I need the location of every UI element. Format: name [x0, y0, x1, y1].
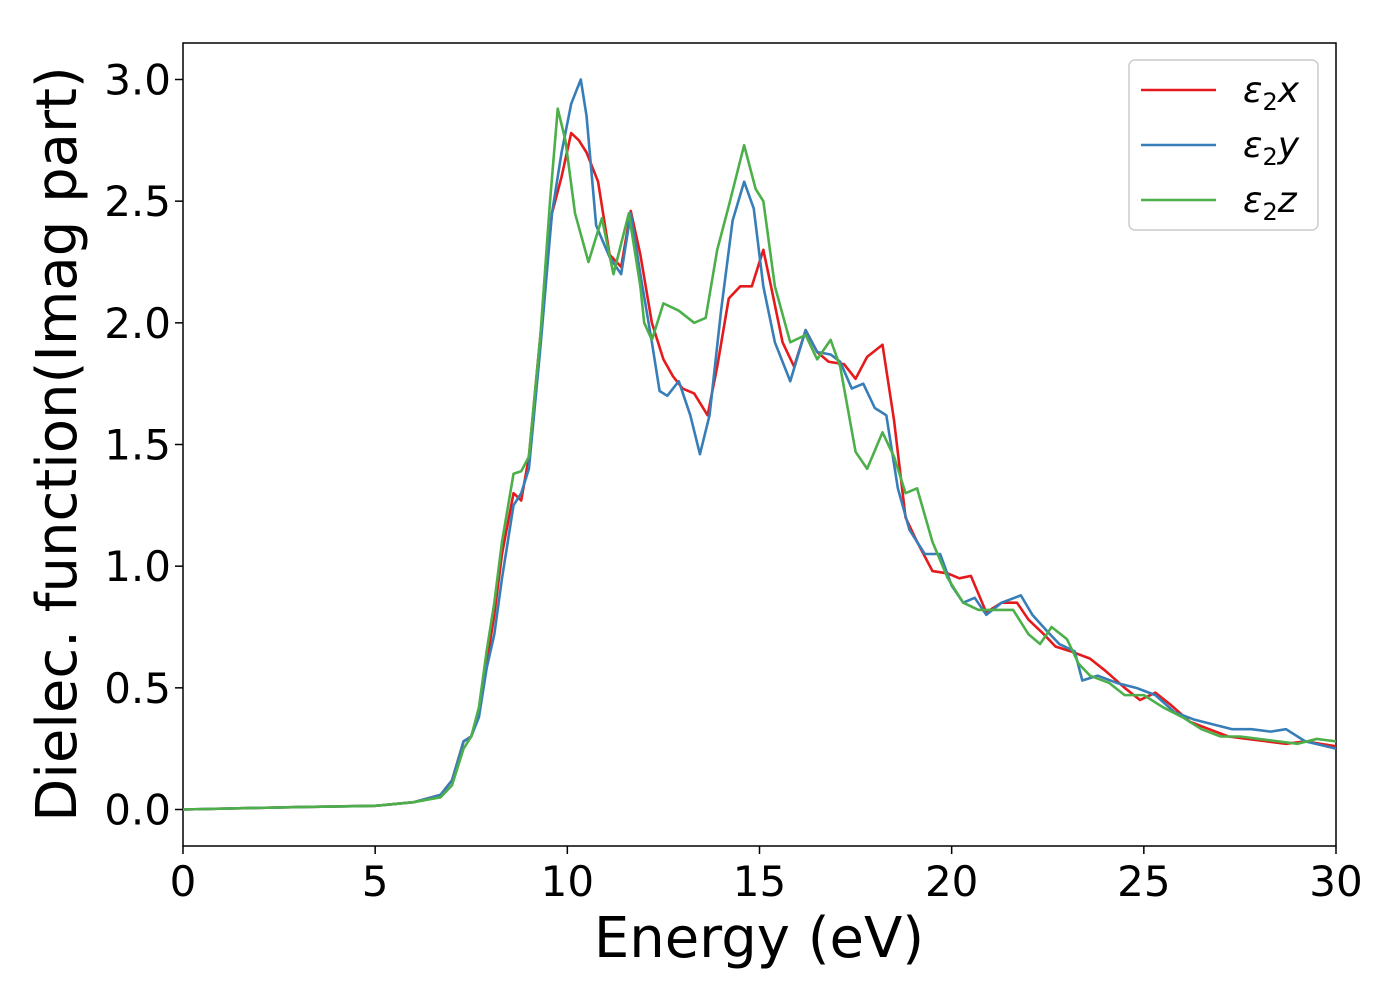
- x-tick-label: 30: [1309, 857, 1362, 906]
- series-line-y: [182, 78, 1337, 811]
- legend-label-z: ε2z: [1243, 180, 1298, 226]
- legend-subscript: 2: [1262, 88, 1277, 116]
- legend-suffix: x: [1277, 70, 1300, 111]
- x-tick-label: 0: [170, 857, 197, 906]
- y-tick-label: 1.0: [104, 542, 171, 591]
- legend-subscript: 2: [1262, 198, 1277, 226]
- x-tick-label: 20: [925, 857, 978, 906]
- legend-symbol: ε: [1243, 125, 1262, 166]
- legend-suffix: z: [1277, 180, 1298, 221]
- y-tick-label: 1.5: [104, 421, 171, 470]
- legend-box: [1128, 59, 1319, 231]
- x-tick-label: 10: [541, 857, 594, 906]
- y-tick-label: 0.0: [104, 786, 171, 835]
- y-axis-title: Dielec. function(Imag part): [25, 66, 90, 822]
- legend-label-x: ε2x: [1243, 70, 1300, 116]
- y-axis-ticks: 0.0 0.5 1.0 1.5 2.0 2.5 3.0: [104, 56, 183, 835]
- y-tick-label: 0.5: [104, 664, 171, 713]
- x-axis-title: Energy (eV): [594, 906, 924, 971]
- series-line-z: [182, 107, 1337, 811]
- legend-suffix: y: [1277, 125, 1300, 166]
- x-tick-label: 15: [733, 857, 786, 906]
- x-tick-label: 5: [362, 857, 389, 906]
- series-line-x: [182, 131, 1337, 811]
- legend-label-y: ε2y: [1243, 125, 1300, 171]
- x-axis-ticks: 0 5 10 15 20 25 30: [170, 846, 1363, 906]
- legend-symbol: ε: [1243, 70, 1262, 111]
- y-tick-label: 2.5: [104, 177, 171, 226]
- series-layer: [182, 78, 1337, 811]
- y-tick-label: 2.0: [104, 299, 171, 348]
- x-tick-label: 25: [1117, 857, 1170, 906]
- legend-subscript: 2: [1262, 143, 1277, 171]
- y-tick-label: 3.0: [104, 56, 171, 105]
- legend-symbol: ε: [1243, 180, 1262, 221]
